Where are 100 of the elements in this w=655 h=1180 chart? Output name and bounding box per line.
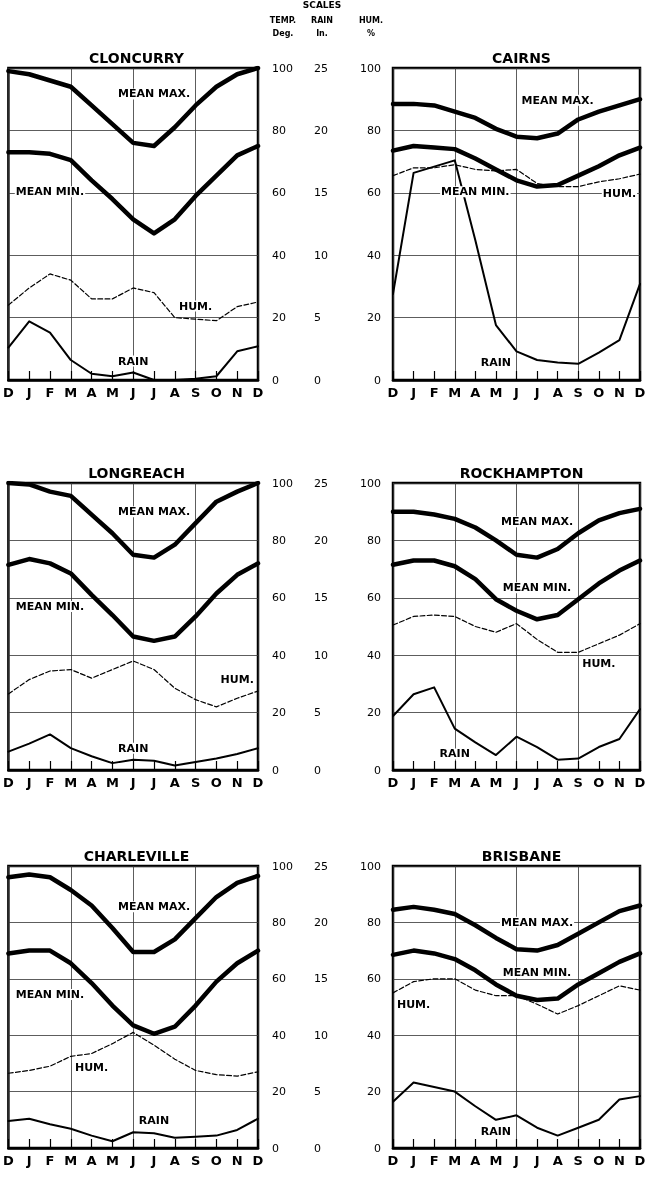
series-label: HUM. [396,997,431,1011]
series-label: HUM. [178,299,213,313]
y2-tick-label: 0 [314,1141,321,1155]
x-tick-label: J [533,385,540,400]
x-tick-label: D [634,1153,646,1168]
y2-tick-label: 25 [314,61,328,75]
y-tick-label: 100 [360,61,381,75]
series-label: MEAN MAX. [117,87,191,101]
x-tick-label: J [25,1153,32,1168]
y2-tick-label: 5 [314,706,321,720]
y2-tick-label: 10 [314,648,328,662]
x-tick-label: J [513,775,519,790]
x-tick-label: F [45,385,55,400]
y2-tick-label: 5 [314,311,321,325]
x-tick-label: N [613,775,625,790]
y-axis-title: TEMP. Deg. [269,16,297,38]
x-tick-label: A [552,385,563,400]
x-tick-label: O [210,1153,222,1168]
x-tick-label: O [593,1153,605,1168]
y2-tick-label: 25 [314,476,328,490]
y-tick-label: 20 [367,1085,381,1099]
series-label: MEAN MIN. [502,966,572,980]
series-label: RAIN [138,1114,170,1128]
x-tick-label: D [387,1153,399,1168]
x-tick-label: J [129,1153,136,1168]
x-tick-label: A [470,775,481,790]
series-label: RAIN [439,747,470,761]
y2-tick-label: 25 [314,859,328,873]
y2-tick-label: 20 [314,915,328,929]
series-label: MEAN MIN. [15,988,85,1002]
y-tick-label: 80 [272,915,286,929]
x-tick-label: F [429,1153,439,1168]
x-tick-label: S [190,385,201,400]
x-tick-label: J [150,1153,157,1168]
chart-title: BRISBANE [481,848,562,864]
x-tick-label: A [169,775,180,790]
x-tick-label: M [105,775,119,790]
series-label: MEAN MAX. [117,505,191,519]
x-tick-label: O [210,385,222,400]
x-tick-label: M [489,1153,503,1168]
y2-tick-label: 0 [314,373,321,387]
y2-tick-label: 0 [314,763,321,777]
x-tick-label: J [410,385,417,400]
y-tick-label: 0 [374,1141,381,1155]
x-tick-label: J [150,385,157,400]
x-tick-label: D [252,775,264,790]
y-tick-label: 40 [367,648,381,662]
x-tick-label: A [86,385,97,400]
x-tick-label: A [169,1153,180,1168]
y-tick-label: 60 [367,591,381,605]
x-tick-label: S [573,385,583,400]
x-tick-label: D [634,775,646,790]
x-tick-label: N [231,775,243,790]
series-label: HUM. [582,657,616,671]
series-label: MEAN MIN. [15,185,85,199]
y-tick-label: 0 [374,373,381,387]
x-tick-label: D [3,385,14,400]
x-tick-label: A [470,385,481,400]
series-label: RAIN [480,356,512,370]
x-tick-label: A [86,775,97,790]
y-axis-title: HUM. % [358,16,384,38]
x-tick-label: J [410,775,417,790]
y-tick-label: 60 [272,186,286,200]
y-tick-label: 80 [272,123,286,137]
x-tick-label: S [190,775,201,790]
y-tick-label: 20 [272,311,286,325]
series-label: MEAN MIN. [441,185,510,199]
x-tick-label: J [513,385,519,400]
y-tick-label: 0 [272,1141,279,1155]
series-label: RAIN [118,354,149,368]
x-tick-label: O [593,775,605,790]
x-tick-label: D [3,775,14,790]
x-tick-label: S [573,1153,583,1168]
y-tick-label: 60 [367,186,381,200]
y-tick-label: 80 [367,123,381,137]
x-tick-label: M [64,385,78,400]
x-tick-label: D [252,385,264,400]
y-tick-label: 100 [360,859,381,873]
x-tick-label: M [64,1153,78,1168]
series-label: MEAN MAX. [117,900,191,914]
y-tick-label: 20 [367,311,381,325]
x-tick-label: D [387,385,399,400]
x-tick-label: A [552,1153,563,1168]
x-tick-label: N [231,1153,243,1168]
x-tick-label: A [169,385,180,400]
y2-axis-title: RAIN In. [310,16,334,38]
x-tick-label: O [210,775,222,790]
x-tick-label: F [45,775,55,790]
chart-title: CLONCURRY [89,50,185,66]
y2-tick-label: 20 [314,123,328,137]
y-tick-label: 0 [272,763,279,777]
chart-title: LONGREACH [88,465,185,481]
x-tick-label: J [533,775,540,790]
y-tick-label: 20 [272,1085,286,1099]
x-tick-label: M [489,775,503,790]
x-tick-label: O [593,385,605,400]
series-label: HUM. [74,1061,109,1075]
x-tick-label: N [613,385,625,400]
y2-tick-label: 15 [314,972,328,986]
series-label: HUM. [220,673,254,687]
